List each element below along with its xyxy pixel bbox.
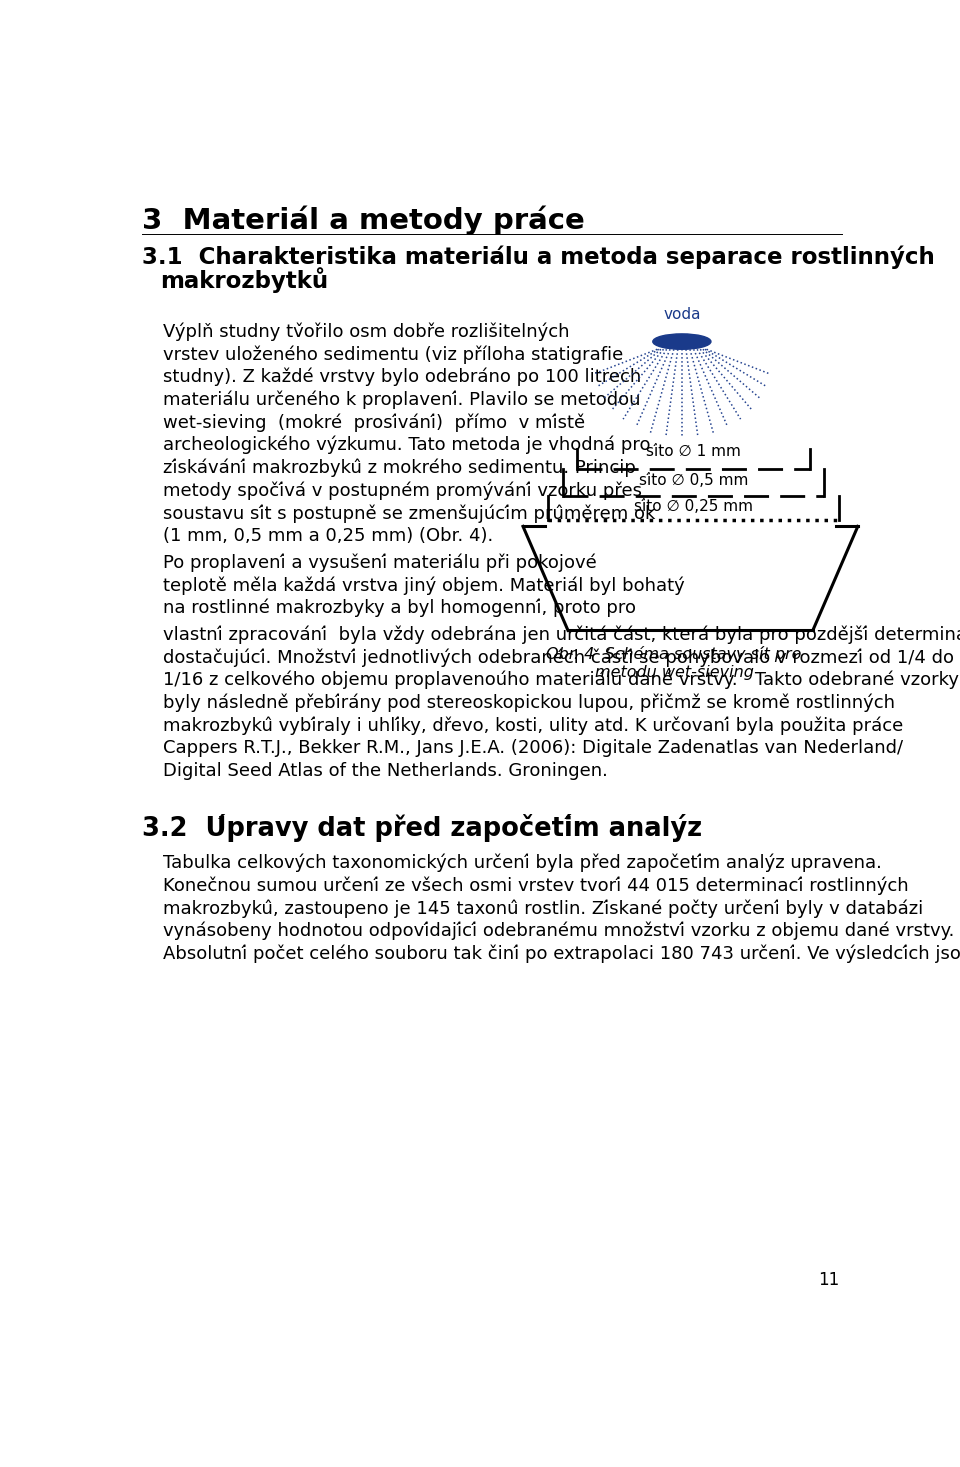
- Text: byly následně přebírány pod stereoskopickou lupou, přičmž se kromě rostli: byly následně přebírány pod stereosk…: [162, 694, 895, 711]
- Text: dostačujúcí. Množství jednotlivých odebranéch částí se pohybovalo v ro: dostačujúcí. Množství jednotlivých…: [162, 648, 953, 666]
- Text: soustavu sít s postupně se zmenšujúcím prûměrem ok: soustavu sít s postupně se zmenšujúc…: [162, 505, 655, 522]
- Text: Absolutní počet celého souboru tak činí po extrapolaci 180 743 určení. Ve: Absolutní počet celého souboru tak č…: [162, 945, 960, 962]
- Text: materiálu určeného k proplavení. Plavilo se metodou: materiálu určeného k proplavení. Pla…: [162, 390, 640, 409]
- Text: síto ∅ 1 mm: síto ∅ 1 mm: [646, 445, 741, 459]
- Text: makrozbykû vybíraly i uhlíky, dřevo, kosti, ulity atd. K určovaní byla použ: makrozbykû vybíraly i uhlíky, dřevo, …: [162, 716, 902, 735]
- Text: na rostlinné makrozbyky a byl homogenní, proto pro: na rostlinné makrozbyky a byl homogenni…: [162, 599, 636, 618]
- Text: síto ∅ 0,5 mm: síto ∅ 0,5 mm: [638, 472, 748, 487]
- Text: síto ∅ 0,25 mm: síto ∅ 0,25 mm: [634, 499, 753, 513]
- Text: vynásobeny hodnotou odpovídající odebranému množství vzorku z objemu dane: vynásobeny hodnotou odpovídající ode…: [162, 921, 954, 940]
- Text: vlastní zpracování  byla vždy odebrána jen určitá část, která byla pro: vlastní zpracování byla vždy odebrá…: [162, 625, 960, 644]
- Text: Obr. 4  Schéma soustavy sít pro: Obr. 4 Schéma soustavy sít pro: [546, 645, 802, 662]
- Text: wet-sieving  (mokré  prosívání)  přímo  v místě: wet-sieving (mokré prosívání) přímo …: [162, 414, 585, 431]
- Text: Digital Seed Atlas of the Netherlands. Groningen.: Digital Seed Atlas of the Netherlands. G…: [162, 761, 608, 779]
- Text: 11: 11: [818, 1270, 839, 1288]
- Text: makrozbytků: makrozbytků: [160, 267, 328, 293]
- Text: 3.1  Charakteristika materiálu a metoda separace rostlinných: 3.1 Charakteristika materiálu a metoda …: [142, 245, 934, 268]
- Text: (1 mm, 0,5 mm a 0,25 mm) (Obr. 4).: (1 mm, 0,5 mm a 0,25 mm) (Obr. 4).: [162, 527, 492, 544]
- Text: metodu wet-sieving: metodu wet-sieving: [594, 665, 754, 681]
- Text: makrozbykû, zastoupeno je 145 taxonû rostlin. Získané počty určení byly v: makrozbykû, zastoupeno je 145 taxonû r…: [162, 899, 923, 917]
- Text: voda: voda: [663, 308, 701, 323]
- Text: metody spočívá v postupném promývání vzorku přes: metody spočívá v postupném promývá…: [162, 481, 641, 500]
- Text: studny). Z každé vrstvy bylo odebráno po 100 litrech: studny). Z každé vrstvy bylo odebráno…: [162, 368, 641, 386]
- Text: 3  Materiál a metody práce: 3 Materiál a metody práce: [142, 205, 585, 235]
- Text: Po proplavení a vysušení materiálu při pokojové: Po proplavení a vysušení materiálu př…: [162, 553, 596, 572]
- Text: Konečnou sumou určení ze všech osmi vrstev tvorí 44 015 determinací rostli: Konečnou sumou určení ze všech osmi …: [162, 876, 908, 895]
- Text: vrstev uloženého sedimentu (viz příloha statigrafie: vrstev uloženého sedimentu (viz příloh…: [162, 345, 623, 364]
- Ellipse shape: [653, 334, 711, 349]
- Text: získávání makrozbykû z mokrého sedimentu. Princip: získávání makrozbykû z mokrého sed…: [162, 459, 636, 477]
- Text: 1/16 z celkového objemu proplavenoúho materiálu dané vrstvy.   Takto odebran: 1/16 z celkového objemu proplavenoúho …: [162, 670, 959, 689]
- Text: archeologického výzkumu. Tato metoda je vhodná pro: archeologického výzkumu. Tato metoda j…: [162, 436, 650, 455]
- Text: Tabulka celkových taxonomických určení byla před započetím analýz upraven: Tabulka celkových taxonomických určen…: [162, 854, 881, 873]
- Text: Cappers R.T.J., Bekker R.M., Jans J.E.A. (2006): Digitale Zadenatlas van Nederla: Cappers R.T.J., Bekker R.M., Jans J.E.A.…: [162, 739, 902, 757]
- Text: Výplň studny tv̌ořilo osm dobře rozlišitelných: Výplň studny tv̌ořilo osm dobře rozliš…: [162, 323, 569, 340]
- Text: teplotě měla každá vrstva jiný objem. Materiál byl bohatý: teplotě měla každá vrstva jiný objem…: [162, 577, 684, 594]
- Text: 3.2  Úpravy dat před započetím analýz: 3.2 Úpravy dat před započetím analýz: [142, 814, 702, 842]
